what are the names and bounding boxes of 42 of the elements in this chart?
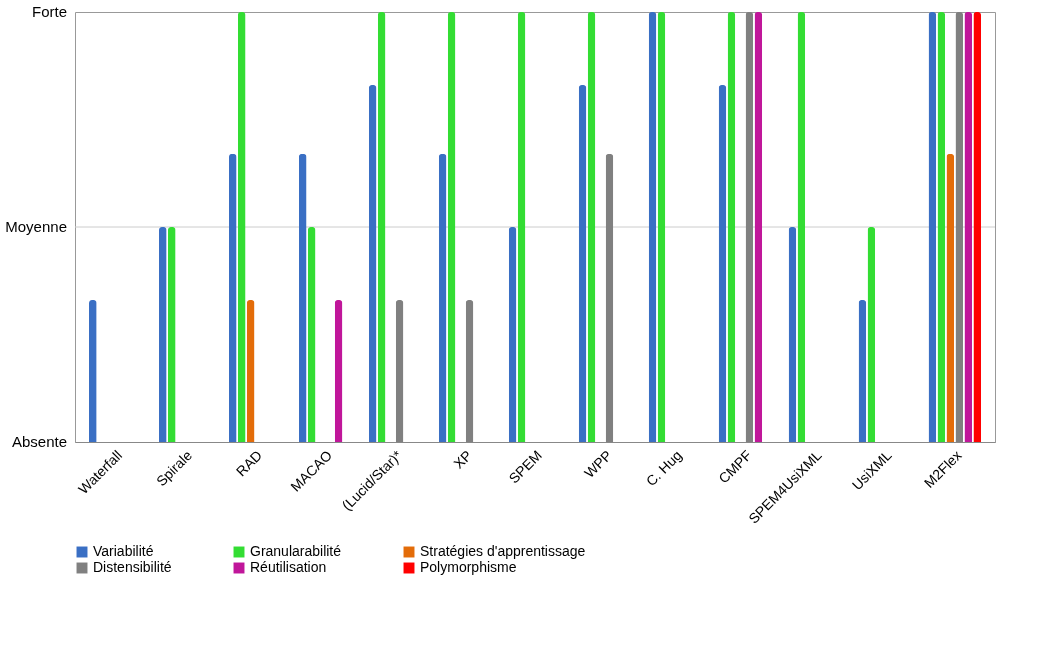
- text: Forte: [31, 3, 67, 20]
- bar: [754, 12, 763, 442]
- bar: [657, 12, 666, 442]
- bar: [377, 12, 386, 442]
- bar: [447, 12, 456, 442]
- bar: [578, 85, 587, 442]
- legend-label: Distensibilité: [93, 559, 172, 575]
- bar: [587, 12, 596, 442]
- text: Absente: [11, 433, 67, 450]
- bar: [298, 153, 307, 442]
- legend-label: Polymorphisme: [420, 559, 517, 575]
- x-tick-label: XP: [450, 447, 475, 472]
- bar: [307, 227, 316, 442]
- bar: [517, 12, 526, 442]
- bar: [368, 85, 377, 442]
- bar: [246, 300, 255, 442]
- bar: [797, 12, 806, 442]
- bar: [788, 227, 797, 442]
- legend-label: Stratégies d'apprentissage: [420, 543, 586, 559]
- bar: [438, 153, 447, 442]
- bar: [158, 227, 167, 442]
- legend-label: Granularabilité: [250, 543, 342, 559]
- bar: [334, 300, 343, 442]
- legend-label: Variabilité: [93, 543, 154, 559]
- bar: [937, 12, 946, 442]
- bar: [964, 12, 973, 442]
- bar: [867, 227, 876, 442]
- bar: [237, 12, 246, 442]
- bar: [718, 85, 727, 442]
- x-tick-label: C. Hug: [642, 447, 685, 490]
- bar: [88, 300, 97, 442]
- bar: [928, 12, 937, 442]
- bar: [167, 227, 176, 442]
- bar: [508, 227, 517, 442]
- text: Moyenne: [5, 218, 67, 235]
- legend-label: Réutilisation: [250, 559, 327, 575]
- bar: [228, 153, 237, 442]
- bar: [973, 12, 982, 442]
- bar: [727, 12, 736, 442]
- bar: [648, 12, 657, 442]
- bar: [858, 300, 867, 442]
- bar: [946, 153, 955, 442]
